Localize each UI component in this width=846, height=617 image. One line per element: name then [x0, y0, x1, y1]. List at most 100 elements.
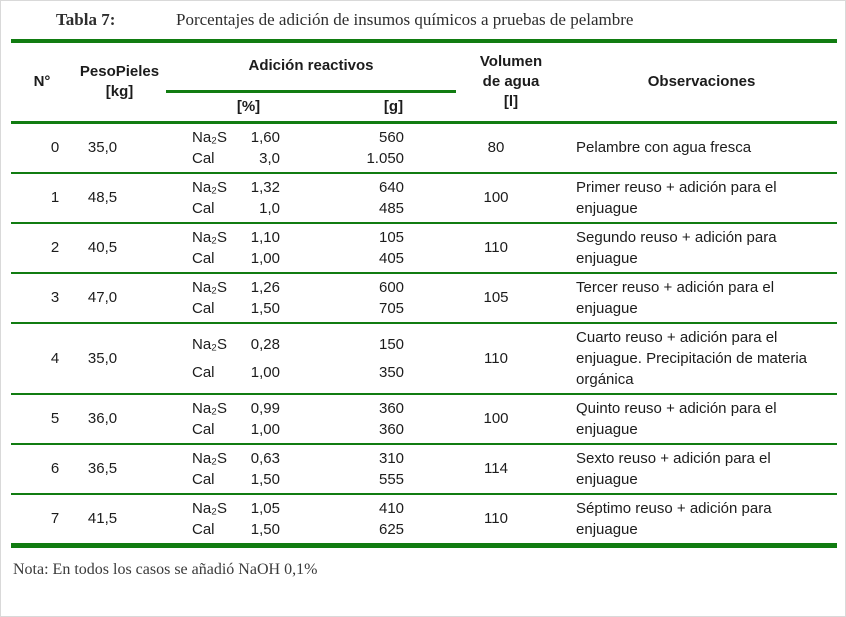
cell-peso-pieles: 36,5 — [87, 460, 118, 477]
cell-reactivos-porcentaje: Na₂S 0,63 Cal 1,50 — [166, 444, 331, 494]
cell-observaciones: Cuarto reuso + adición para el enjuague.… — [576, 328, 807, 388]
reagent-pct-value: 1,00 — [250, 420, 280, 438]
reagent-grams-list: 150 350 — [331, 327, 456, 390]
cell-observaciones: Sexto reuso + adición para el enjuague — [576, 449, 771, 488]
cell-numero: 6 — [50, 460, 60, 477]
reagent-pct-value: 0,28 — [250, 335, 280, 353]
reagent-pct-value: 0,63 — [250, 449, 280, 467]
cell-observaciones: Primer reuso + adición para el enjuague — [576, 178, 777, 217]
reagent-grams-value: 555 — [378, 470, 405, 488]
reagent-name: Cal — [192, 149, 215, 167]
cell-reactivos-porcentaje: Na₂S 1,60 Cal 3,0 — [166, 122, 331, 173]
cell-peso-pieles: 47,0 — [87, 289, 118, 306]
reagent-pct-value: 1,50 — [250, 520, 280, 538]
reagent-grams-list: 600 705 — [331, 277, 456, 319]
table-row: 7 41,5 Na₂S 1,05 Cal 1,50 410 625 110 Séptimo reu… — [11, 494, 837, 546]
reagent-name: Cal — [192, 520, 215, 538]
reagent-grams-value: 410 — [378, 499, 405, 517]
reagent-pct-line: Cal 1,50 — [192, 469, 280, 490]
cell-volumen-agua: 110 — [484, 239, 508, 256]
cell-observaciones: Segundo reuso + adición para enjuague — [576, 228, 777, 267]
table-header: N° PesoPieles [kg] Adición reactivos Vol… — [11, 41, 838, 122]
reagent-name: Na₂S — [192, 278, 228, 296]
header-gramos: [g] — [383, 97, 404, 115]
cell-reactivos-gramos: 600 705 — [331, 273, 456, 323]
table-body: 0 35,0 Na₂S 1,60 Cal 3,0 560 1.050 80 Pelambre co… — [11, 122, 838, 546]
reagent-pct-list: Na₂S 1,60 Cal 3,0 — [192, 127, 280, 169]
reagent-pct-line: Na₂S 1,32 — [192, 177, 280, 198]
cell-numero: 1 — [50, 189, 60, 206]
reagent-pct-value: 1,50 — [250, 470, 280, 488]
reagent-grams-list: 310 555 — [331, 448, 456, 490]
reagent-pct-line: Cal 1,0 — [192, 198, 280, 219]
cell-volumen-agua: 110 — [484, 510, 508, 527]
reagent-name: Cal — [192, 420, 215, 438]
cell-peso-pieles: 40,5 — [87, 239, 118, 256]
reagent-name: Na₂S — [192, 128, 228, 146]
cell-reactivos-gramos: 560 1.050 — [331, 122, 456, 173]
reagent-pct-line: Na₂S 1,10 — [192, 227, 280, 248]
header-volumen-line2: de agua — [482, 72, 540, 90]
header-observaciones: Observaciones — [647, 72, 756, 90]
reagent-pct-line: Cal 1,00 — [192, 362, 280, 383]
reagent-name: Na₂S — [192, 228, 228, 246]
cell-peso-pieles: 35,0 — [87, 349, 118, 367]
reagent-pct-list: Na₂S 0,28 Cal 1,00 — [192, 327, 280, 390]
reagent-grams-value: 105 — [378, 228, 405, 246]
reagent-pct-line: Na₂S 0,63 — [192, 448, 280, 469]
reagent-grams-value: 350 — [378, 363, 405, 381]
cell-reactivos-porcentaje: Na₂S 0,99 Cal 1,00 — [166, 394, 331, 444]
reagent-grams-list: 560 1.050 — [331, 127, 456, 169]
reagent-name: Na₂S — [192, 178, 228, 196]
reagent-pct-value: 1,50 — [250, 299, 280, 317]
cell-volumen-agua: 100 — [483, 410, 509, 427]
table-row: 0 35,0 Na₂S 1,60 Cal 3,0 560 1.050 80 Pelambre co… — [11, 122, 838, 173]
cell-peso-pieles: 41,5 — [87, 510, 118, 527]
reagent-pct-line: Na₂S 1,05 — [192, 498, 280, 519]
reagent-pct-list: Na₂S 1,32 Cal 1,0 — [192, 177, 280, 219]
reagent-grams-list: 410 625 — [331, 498, 456, 540]
reagent-pct-line: Cal 1,00 — [192, 248, 280, 269]
cell-observaciones: Quinto reuso + adición para el enjuague — [576, 399, 777, 438]
reagent-grams-value: 625 — [378, 520, 405, 538]
reagent-pct-list: Na₂S 0,99 Cal 1,00 — [192, 398, 280, 440]
table-row: 2 40,5 Na₂S 1,10 Cal 1,00 105 405 110 Segundo reu… — [11, 223, 838, 273]
reagent-grams-list: 640 485 — [331, 177, 456, 219]
cell-reactivos-gramos: 310 555 — [331, 444, 456, 494]
reagent-pct-line: Na₂S 0,99 — [192, 398, 280, 419]
reagent-pct-value: 1,00 — [250, 363, 280, 381]
reagent-name: Cal — [192, 249, 215, 267]
reagent-grams-value: 1.050 — [366, 149, 405, 167]
table-row: 6 36,5 Na₂S 0,63 Cal 1,50 310 555 114 Sexto reuso… — [11, 444, 838, 494]
cell-numero: 7 — [50, 510, 60, 527]
reagent-pct-value: 1,10 — [250, 228, 280, 246]
cell-volumen-agua: 114 — [484, 460, 508, 477]
reagent-name: Na₂S — [192, 499, 228, 517]
header-peso-line2: [kg] — [105, 82, 134, 100]
reagent-pct-value: 3,0 — [259, 149, 280, 167]
table-row: 1 48,5 Na₂S 1,32 Cal 1,0 640 485 100 Primer reuso… — [11, 173, 838, 223]
cell-volumen-agua: 100 — [483, 189, 509, 206]
cell-numero: 5 — [50, 410, 60, 427]
reagent-name: Cal — [192, 199, 215, 217]
reagent-pct-line: Cal 3,0 — [192, 148, 280, 169]
reagent-pct-line: Cal 1,50 — [192, 519, 280, 540]
cell-reactivos-gramos: 105 405 — [331, 223, 456, 273]
table-row: 3 47,0 Na₂S 1,26 Cal 1,50 600 705 105 Tercer reus… — [11, 273, 838, 323]
reagent-grams-value: 705 — [378, 299, 405, 317]
cell-numero: 3 — [50, 289, 60, 306]
cell-observaciones: Pelambre con agua fresca — [576, 139, 752, 156]
reagent-pct-line: Cal 1,00 — [192, 419, 280, 440]
reagent-grams-value: 360 — [378, 420, 405, 438]
cell-reactivos-gramos: 360 360 — [331, 394, 456, 444]
reagent-pct-value: 1,0 — [259, 199, 280, 217]
reagent-pct-line: Na₂S 1,60 — [192, 127, 280, 148]
reagent-grams-list: 360 360 — [331, 398, 456, 440]
cell-reactivos-porcentaje: Na₂S 1,26 Cal 1,50 — [166, 273, 331, 323]
header-volumen-agua: Volumen de agua [l] — [456, 41, 566, 122]
reagent-grams-value: 640 — [378, 178, 405, 196]
header-porcentaje: [%] — [236, 97, 261, 115]
cell-observaciones: Séptimo reuso + adición para enjuague — [576, 499, 772, 538]
table-row: 4 35,0 Na₂S 0,28 Cal 1,00 150 350 110 Cuarto reus… — [11, 323, 838, 394]
cell-volumen-agua: 105 — [483, 289, 509, 306]
